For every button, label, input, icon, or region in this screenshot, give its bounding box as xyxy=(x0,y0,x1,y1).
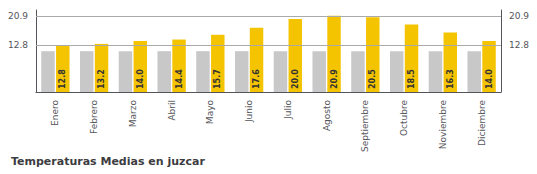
svg-text:Junio: Junio xyxy=(244,100,254,124)
svg-text:Marzo: Marzo xyxy=(128,100,138,128)
svg-text:15.7: 15.7 xyxy=(213,69,222,89)
svg-text:12.8: 12.8 xyxy=(8,40,28,50)
svg-text:Octubre: Octubre xyxy=(399,100,409,136)
svg-text:12.8: 12.8 xyxy=(58,69,67,89)
svg-text:20.9: 20.9 xyxy=(8,11,28,21)
svg-text:12.8: 12.8 xyxy=(509,40,529,50)
svg-text:14.0: 14.0 xyxy=(485,69,494,89)
svg-text:18.5: 18.5 xyxy=(407,69,416,89)
svg-text:20.9: 20.9 xyxy=(330,69,339,89)
svg-text:Agosto: Agosto xyxy=(322,100,332,132)
svg-text:14.0: 14.0 xyxy=(136,69,145,89)
svg-text:Abril: Abril xyxy=(167,100,177,121)
svg-text:Noviembre: Noviembre xyxy=(438,100,448,150)
svg-text:14.4: 14.4 xyxy=(175,69,184,89)
svg-text:Febrero: Febrero xyxy=(89,100,99,134)
svg-text:Temperaturas Medias en juzcar: Temperaturas Medias en juzcar xyxy=(11,155,205,168)
svg-text:Enero: Enero xyxy=(50,100,60,126)
svg-text:Julio: Julio xyxy=(283,100,293,120)
svg-text:Diciembre: Diciembre xyxy=(477,100,487,146)
svg-text:20.5: 20.5 xyxy=(368,69,377,89)
svg-text:Septiembre: Septiembre xyxy=(360,100,370,153)
svg-text:13.2: 13.2 xyxy=(97,69,106,89)
svg-text:Mayo: Mayo xyxy=(205,100,215,125)
svg-text:17.6: 17.6 xyxy=(252,69,261,89)
svg-text:20.0: 20.0 xyxy=(291,69,300,89)
svg-text:16.3: 16.3 xyxy=(446,69,455,89)
svg-text:20.9: 20.9 xyxy=(509,11,529,21)
